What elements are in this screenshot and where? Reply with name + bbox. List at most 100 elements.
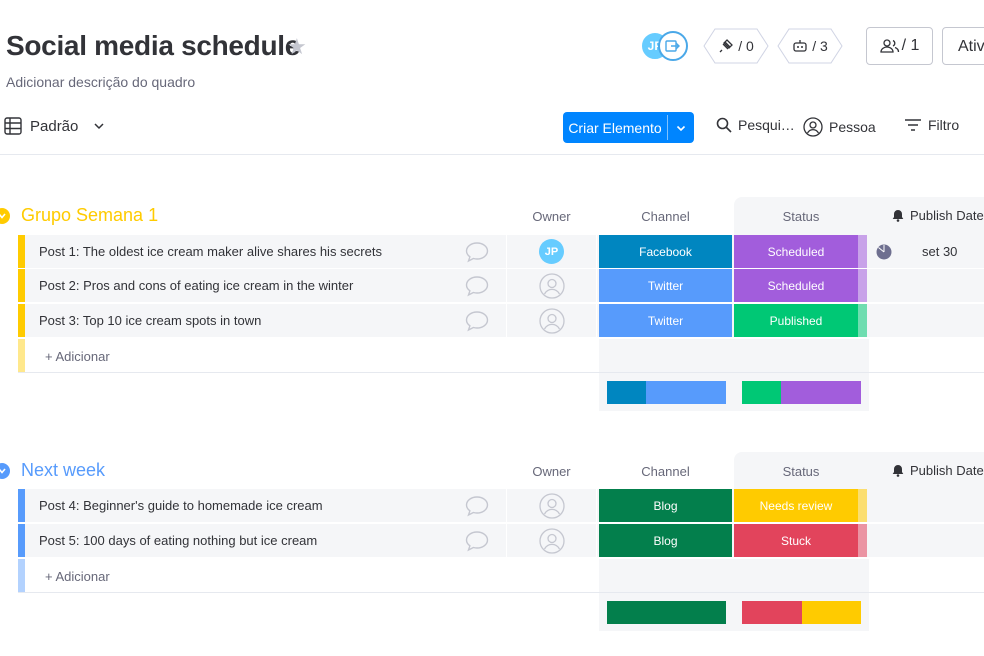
collapse-group-icon[interactable] (0, 463, 10, 479)
column-header-status[interactable]: Status (782, 464, 820, 479)
search-button[interactable]: Pesqui… (716, 117, 795, 133)
chevron-down-icon (676, 125, 686, 131)
bell-icon (892, 465, 904, 477)
table-row[interactable]: Post 5: 100 days of eating nothing but i… (18, 524, 984, 558)
item-name[interactable]: Post 1: The oldest ice cream maker alive… (39, 244, 382, 259)
table-icon (4, 117, 22, 135)
empty-person-icon (538, 492, 565, 519)
channel-cell[interactable]: Twitter (599, 304, 732, 337)
empty-person-icon (538, 307, 565, 334)
column-header-owner[interactable]: Owner (532, 209, 571, 224)
search-icon (716, 117, 732, 133)
integration-avatar-icon (658, 31, 688, 61)
column-header-channel[interactable]: Channel (641, 464, 690, 479)
date-cell[interactable] (869, 524, 984, 557)
chat-bubble-icon[interactable] (465, 241, 489, 263)
date-cell[interactable] (869, 304, 984, 337)
add-item-label[interactable]: + Adicionar (45, 569, 110, 584)
column-header-channel[interactable]: Channel (641, 209, 690, 224)
owner-cell[interactable] (506, 269, 597, 302)
invite-members-button[interactable]: / 1 (866, 27, 933, 65)
date-value: set 30 (922, 244, 958, 259)
group-summary (599, 373, 869, 411)
table-row[interactable]: Post 1: The oldest ice cream maker alive… (18, 235, 984, 269)
activity-button[interactable]: Ativ (942, 27, 984, 65)
column-header-owner[interactable]: Owner (532, 464, 571, 479)
item-name[interactable]: Post 4: Beginner's guide to homemade ice… (39, 498, 323, 513)
status-cell[interactable]: Published (734, 304, 858, 337)
item-name[interactable]: Post 5: 100 days of eating nothing but i… (39, 533, 318, 548)
channel-summary-bar (607, 381, 726, 404)
summary-segment-twitter (646, 381, 726, 404)
column-header-publish-date[interactable]: Publish Date (892, 463, 984, 478)
channel-cell[interactable]: Blog (599, 489, 732, 522)
channel-cell[interactable]: Facebook (599, 235, 732, 268)
owner-cell[interactable] (506, 524, 597, 557)
add-item-row[interactable]: + Adicionar (18, 339, 984, 373)
table-row[interactable]: Post 2: Pros and cons of eating ice crea… (18, 269, 984, 303)
column-header-publish-date[interactable]: Publish Date (892, 208, 984, 223)
empty-person-icon (538, 272, 565, 299)
person-label: Pessoa (829, 119, 876, 135)
status-summary-bar (742, 601, 861, 624)
view-selector[interactable]: Padrão (4, 117, 106, 135)
add-item-label[interactable]: + Adicionar (45, 349, 110, 364)
integrations-button[interactable]: / 0 (703, 28, 769, 64)
new-item-label: Criar Elemento (568, 119, 662, 136)
status-cell[interactable]: Needs review (734, 489, 858, 522)
summary-segment-blog (607, 601, 726, 624)
integrations-count: / 0 (738, 38, 754, 54)
clock-icon (876, 244, 892, 259)
new-item-button[interactable]: Criar Elemento (563, 112, 694, 143)
automations-count: / 3 (812, 38, 828, 54)
date-cell[interactable]: set 30 (869, 235, 984, 268)
date-cell[interactable] (869, 269, 984, 302)
chat-bubble-icon[interactable] (465, 530, 489, 552)
star-icon[interactable]: ★ (287, 34, 307, 59)
filter-label: Filtro (928, 117, 960, 133)
chat-bubble-icon[interactable] (465, 275, 489, 297)
owner-cell[interactable]: JP (506, 235, 597, 268)
table-row[interactable]: Post 3: Top 10 ice cream spots in town T… (18, 304, 984, 338)
chat-bubble-icon[interactable] (465, 495, 489, 517)
board-title[interactable]: Social media schedule (6, 30, 301, 61)
board-description[interactable]: Adicionar descrição do quadro (6, 74, 196, 90)
group-header: Next week Owner Channel Status Publish D… (0, 452, 984, 490)
automations-button[interactable]: / 3 (777, 28, 843, 64)
owner-cell[interactable] (506, 304, 597, 337)
item-name[interactable]: Post 3: Top 10 ice cream spots in town (39, 313, 262, 328)
invite-count: / 1 (901, 37, 920, 54)
filter-button[interactable]: Filtro (904, 117, 959, 133)
bell-icon (892, 210, 904, 222)
people-icon (879, 39, 899, 53)
date-cell[interactable] (869, 489, 984, 522)
column-header-status[interactable]: Status (782, 209, 820, 224)
search-label: Pesqui… (738, 117, 795, 133)
channel-cell[interactable]: Blog (599, 524, 732, 557)
group-summary (599, 593, 869, 631)
chat-bubble-icon[interactable] (465, 310, 489, 332)
filter-icon (905, 119, 921, 131)
item-name[interactable]: Post 2: Pros and cons of eating ice crea… (39, 278, 354, 293)
status-cell[interactable]: Scheduled (734, 269, 858, 302)
add-item-row[interactable]: + Adicionar (18, 559, 984, 593)
status-cell[interactable]: Scheduled (734, 235, 858, 268)
status-summary-bar (742, 381, 861, 404)
new-item-dropdown[interactable] (668, 112, 694, 143)
person-icon (803, 117, 823, 137)
robot-icon (793, 40, 807, 52)
table-row[interactable]: Post 4: Beginner's guide to homemade ice… (18, 489, 984, 523)
avatar: JP (539, 239, 564, 264)
group-title[interactable]: Next week (21, 460, 106, 480)
channel-summary-bar (607, 601, 726, 624)
status-cell[interactable]: Stuck (734, 524, 858, 557)
empty-person-icon (538, 527, 565, 554)
collapse-group-icon[interactable] (0, 208, 10, 224)
group-title[interactable]: Grupo Semana 1 (21, 205, 159, 225)
channel-cell[interactable]: Twitter (599, 269, 732, 302)
person-filter-button[interactable]: Pessoa (803, 117, 876, 137)
board-members[interactable]: JP (640, 31, 690, 61)
group-header: Grupo Semana 1 Owner Channel Status Publ… (0, 197, 984, 235)
owner-cell[interactable] (506, 489, 597, 522)
plug-icon (719, 39, 734, 53)
